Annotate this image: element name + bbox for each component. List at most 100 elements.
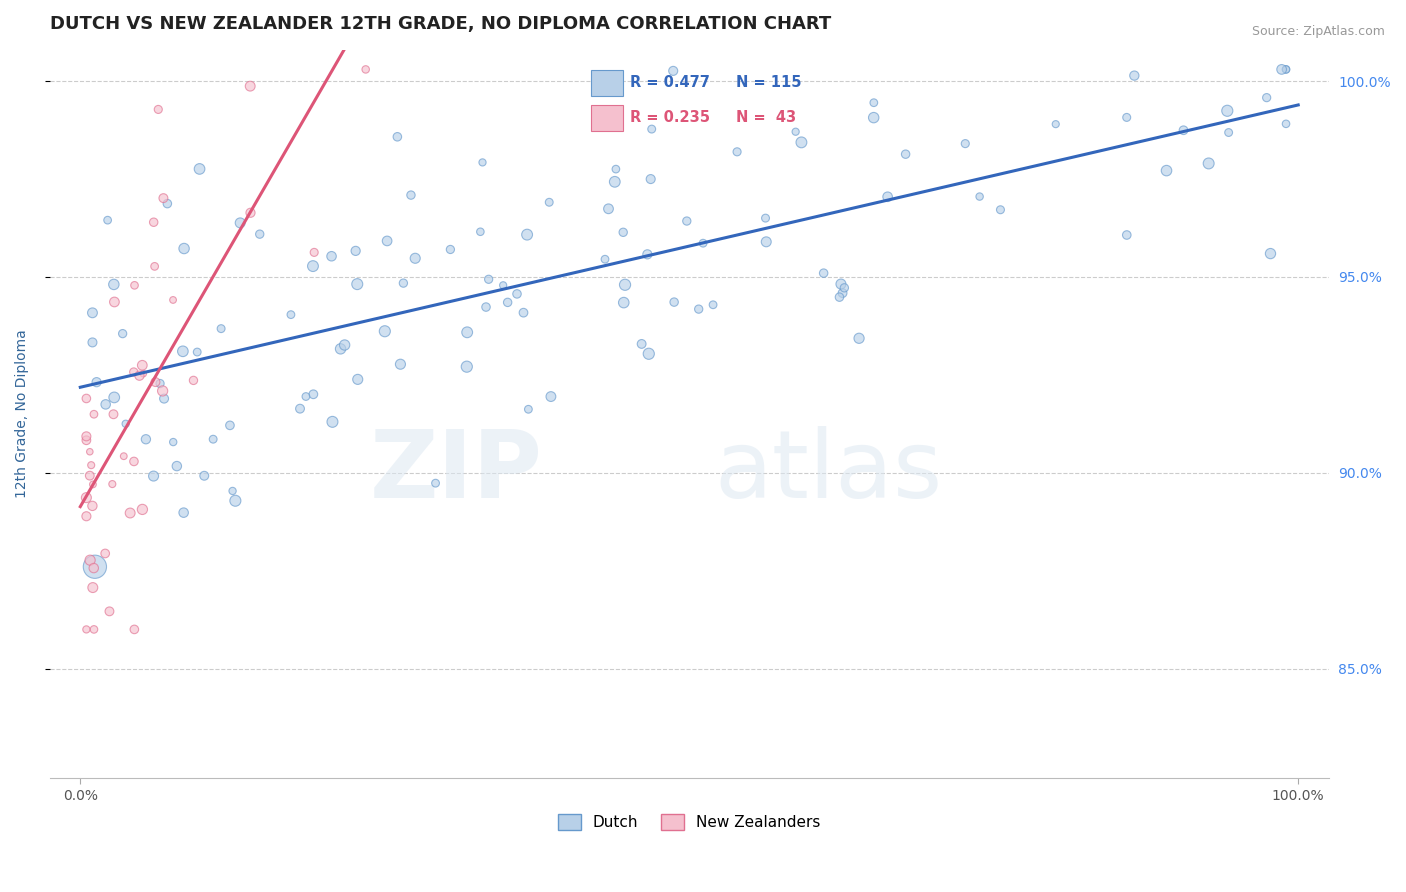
- Point: [172, 344, 194, 359]
- Point: [593, 252, 616, 267]
- Point: [754, 211, 776, 226]
- Point: [101, 477, 124, 491]
- Point: [83, 623, 105, 637]
- Point: [83, 559, 105, 574]
- Point: [173, 506, 195, 520]
- Point: [295, 390, 318, 404]
- Point: [166, 459, 188, 474]
- Point: [354, 62, 377, 77]
- Point: [969, 189, 991, 203]
- Point: [1218, 126, 1240, 140]
- Point: [224, 493, 246, 508]
- Point: [333, 338, 356, 352]
- Text: ZIP: ZIP: [370, 426, 543, 518]
- Point: [392, 276, 415, 290]
- Point: [302, 245, 325, 260]
- Point: [540, 390, 562, 404]
- Point: [662, 63, 685, 78]
- Point: [439, 243, 461, 257]
- Point: [475, 300, 498, 314]
- Point: [785, 125, 807, 139]
- Point: [1275, 62, 1298, 77]
- Point: [156, 196, 179, 211]
- Point: [82, 477, 104, 491]
- Point: [496, 295, 519, 310]
- Point: [82, 581, 104, 595]
- Point: [955, 136, 977, 151]
- Point: [725, 145, 748, 159]
- Point: [612, 225, 634, 239]
- Point: [75, 491, 97, 505]
- Point: [239, 206, 262, 220]
- Point: [641, 122, 664, 136]
- Point: [321, 249, 343, 263]
- Point: [344, 244, 367, 258]
- Point: [98, 604, 121, 618]
- Point: [145, 375, 167, 389]
- Point: [152, 191, 174, 205]
- Text: Source: ZipAtlas.com: Source: ZipAtlas.com: [1251, 25, 1385, 38]
- Point: [124, 278, 146, 293]
- Point: [688, 302, 710, 317]
- Point: [375, 234, 398, 248]
- Legend: Dutch, New Zealanders: Dutch, New Zealanders: [551, 808, 827, 836]
- Point: [152, 384, 174, 398]
- Point: [124, 623, 146, 637]
- Point: [103, 391, 125, 405]
- Point: [83, 561, 105, 575]
- Point: [637, 347, 659, 361]
- Point: [83, 407, 105, 421]
- Point: [605, 162, 627, 177]
- Point: [329, 342, 352, 356]
- Point: [149, 376, 172, 391]
- Point: [512, 306, 534, 320]
- Point: [1115, 227, 1137, 242]
- Point: [506, 286, 529, 301]
- Point: [153, 392, 176, 406]
- Point: [239, 79, 262, 94]
- Point: [346, 372, 368, 386]
- Point: [630, 337, 652, 351]
- Point: [79, 444, 101, 458]
- Point: [1045, 117, 1067, 131]
- Point: [75, 434, 97, 448]
- Point: [636, 247, 658, 261]
- Point: [103, 295, 125, 310]
- Point: [249, 227, 271, 241]
- Point: [142, 469, 165, 483]
- Point: [94, 397, 117, 411]
- Point: [1275, 117, 1298, 131]
- Point: [122, 365, 145, 379]
- Point: [389, 357, 412, 371]
- Point: [1216, 103, 1239, 118]
- Point: [86, 375, 108, 389]
- Point: [79, 553, 101, 567]
- Point: [1115, 111, 1137, 125]
- Point: [613, 295, 636, 310]
- Point: [755, 235, 778, 249]
- Point: [1198, 156, 1220, 170]
- Point: [516, 227, 538, 242]
- Point: [193, 468, 215, 483]
- Point: [131, 359, 153, 373]
- Point: [478, 272, 501, 286]
- Point: [183, 373, 205, 387]
- Point: [1123, 69, 1146, 83]
- Point: [662, 295, 685, 310]
- Text: N = 115: N = 115: [737, 76, 801, 90]
- Point: [162, 435, 184, 450]
- Point: [142, 215, 165, 229]
- Point: [862, 111, 884, 125]
- Text: N =  43: N = 43: [737, 111, 796, 125]
- Point: [82, 335, 104, 350]
- Point: [828, 290, 851, 304]
- Point: [346, 277, 368, 292]
- Bar: [591, 105, 623, 130]
- Point: [103, 277, 125, 292]
- Point: [188, 161, 211, 176]
- Point: [111, 326, 134, 341]
- Bar: [591, 70, 623, 95]
- Point: [97, 213, 120, 227]
- Point: [75, 429, 97, 443]
- Point: [288, 401, 311, 416]
